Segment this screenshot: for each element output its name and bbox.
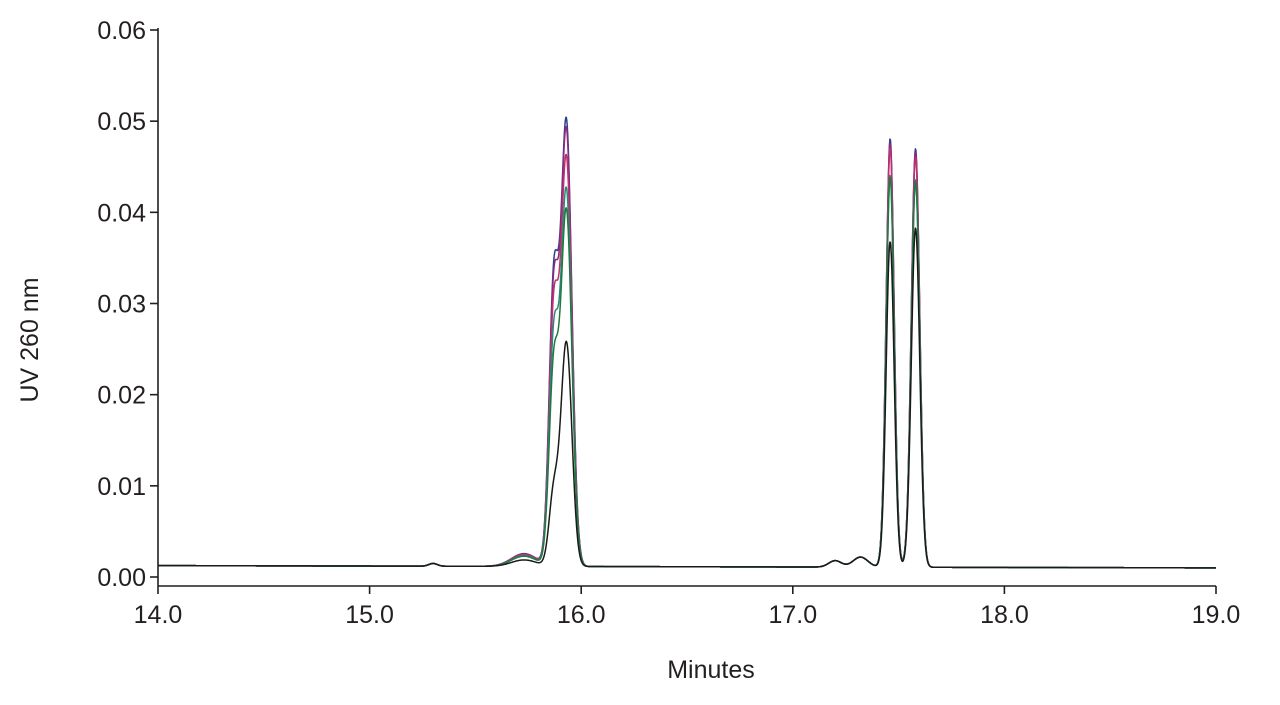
trace-line	[157, 174, 1217, 569]
axes-group	[157, 28, 1216, 587]
x-tick-label: 16.0	[557, 601, 606, 629]
trace-line	[157, 227, 1217, 569]
y-tick-label: 0.00	[97, 564, 146, 592]
trace-line	[157, 116, 1217, 569]
y-tick-label: 0.06	[97, 17, 146, 45]
trace-group	[157, 116, 1217, 569]
x-ticks: 14.0 15.0 16.0 17.0 18.0 19.0	[134, 586, 1241, 629]
x-tick-label: 19.0	[1192, 601, 1241, 629]
y-tick-label: 0.01	[97, 473, 146, 501]
x-axis-title: Minutes	[667, 656, 755, 684]
x-tick-label: 18.0	[980, 601, 1029, 629]
y-tick-label: 0.04	[97, 199, 146, 227]
trace-line	[157, 125, 1217, 569]
y-tick-label: 0.05	[97, 108, 146, 136]
trace-line	[157, 176, 1217, 569]
x-tick-label: 17.0	[768, 601, 817, 629]
y-tick-label: 0.02	[97, 382, 146, 410]
y-ticks: 0.00 0.01 0.02 0.03 0.04 0.05 0.06	[97, 17, 158, 592]
trace-line	[157, 147, 1217, 569]
y-tick-label: 0.03	[97, 291, 146, 319]
x-tick-label: 15.0	[345, 601, 394, 629]
y-axis-title: UV 260 nm	[16, 277, 44, 402]
x-tick-label: 14.0	[134, 601, 183, 629]
